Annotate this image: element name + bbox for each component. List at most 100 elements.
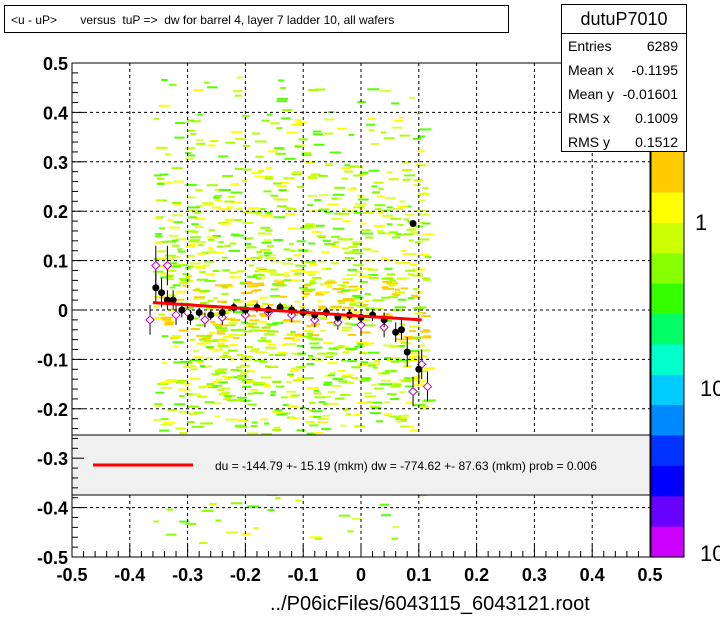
density-cell — [273, 182, 282, 185]
density-cell — [358, 352, 368, 354]
density-cell — [307, 204, 313, 207]
y-tick-label: 0.5 — [43, 54, 68, 74]
density-cell — [200, 302, 207, 305]
density-cell — [314, 537, 323, 540]
density-cell — [324, 243, 336, 245]
density-cell — [282, 404, 289, 406]
density-cell — [203, 342, 211, 345]
density-cell — [318, 316, 326, 319]
density-cell — [192, 356, 203, 359]
color-scale-cell — [651, 465, 684, 477]
density-cell — [285, 208, 297, 210]
density-cell — [324, 374, 331, 377]
density-cell — [269, 294, 281, 297]
density-cell — [307, 175, 317, 178]
density-cell — [395, 338, 406, 341]
density-cell — [250, 256, 263, 259]
density-cell — [383, 344, 394, 347]
density-cell — [395, 420, 402, 423]
density-cell — [200, 365, 213, 368]
color-scale-cell — [651, 354, 684, 366]
density-cell — [215, 327, 228, 330]
density-cell — [292, 335, 304, 337]
density-cell — [260, 337, 267, 340]
density-cell — [213, 251, 224, 254]
density-cell — [421, 349, 431, 352]
density-cell — [155, 146, 168, 149]
stats-label: Mean x — [568, 62, 614, 78]
density-cell — [383, 259, 395, 261]
density-cell — [266, 113, 273, 116]
color-scale-cell — [651, 192, 684, 204]
density-cell — [349, 285, 359, 288]
density-cell — [373, 224, 386, 227]
profile-point-black — [415, 365, 423, 373]
density-cell — [383, 137, 395, 140]
x-tick-label: 0.5 — [637, 565, 662, 585]
density-cell — [256, 277, 263, 280]
color-scale-cell — [651, 334, 684, 345]
color-scale-cell — [651, 415, 684, 426]
density-cell — [172, 201, 182, 204]
density-cell — [350, 323, 362, 326]
density-cell — [239, 305, 247, 308]
density-cell — [216, 194, 223, 197]
density-cell — [188, 216, 197, 219]
density-cell — [413, 336, 423, 339]
profile-point-magenta — [200, 315, 210, 325]
density-cell — [424, 256, 432, 259]
density-cell — [165, 240, 177, 243]
density-cell — [314, 143, 325, 146]
density-cell — [218, 155, 229, 158]
stats-box: dutuP7010 Entries 6289 Mean x -0.1195 Me… — [561, 4, 687, 152]
density-cell — [207, 299, 214, 302]
density-cell — [327, 402, 339, 405]
density-cell — [203, 339, 216, 342]
density-cell — [347, 268, 357, 271]
density-cell — [402, 178, 411, 181]
density-cell — [401, 161, 411, 164]
density-cell — [340, 424, 346, 427]
density-cell — [185, 183, 197, 186]
density-cell — [188, 206, 200, 209]
density-cell — [399, 416, 406, 419]
density-cell — [283, 337, 295, 340]
density-cell — [337, 369, 346, 372]
density-cell — [200, 241, 207, 243]
density-cell — [223, 318, 236, 321]
color-scale-cell — [651, 455, 684, 467]
density-cell — [318, 236, 326, 239]
density-cell — [273, 216, 286, 219]
color-scale-label: 1 — [695, 210, 707, 235]
density-cell — [313, 431, 324, 434]
density-cell — [419, 199, 425, 202]
density-cell — [266, 340, 272, 343]
density-cell — [337, 238, 345, 241]
density-cell — [291, 173, 303, 176]
density-cell — [174, 136, 185, 139]
density-cell — [190, 120, 201, 123]
density-cell — [284, 272, 290, 275]
density-cell — [273, 239, 283, 241]
density-cell — [212, 323, 223, 326]
color-scale-cell — [651, 506, 684, 518]
density-cell — [274, 354, 286, 356]
density-cell — [240, 321, 248, 324]
density-cell — [413, 306, 424, 309]
density-cell — [239, 282, 249, 285]
density-cell — [190, 133, 197, 135]
density-cell — [414, 268, 426, 271]
density-cell — [312, 230, 323, 233]
color-scale-cell — [651, 486, 684, 497]
density-cell — [175, 122, 186, 124]
density-cell — [206, 184, 219, 187]
density-cell — [175, 290, 187, 293]
density-cell — [419, 238, 430, 241]
density-cell — [422, 233, 433, 236]
density-cell — [338, 514, 351, 517]
density-cell — [268, 353, 274, 356]
density-cell — [156, 182, 165, 185]
density-cell — [390, 345, 400, 348]
density-cell — [400, 419, 407, 422]
